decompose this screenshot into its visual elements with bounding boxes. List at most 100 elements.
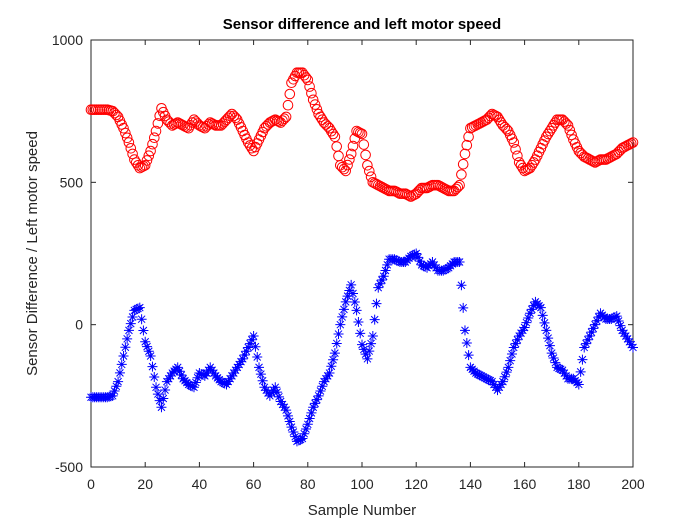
data-point-circle <box>313 108 324 120</box>
data-point-circle <box>459 148 471 160</box>
data-point-circle-sub <box>364 165 375 177</box>
data-point-asterisk <box>264 390 275 401</box>
data-point-circle-sub <box>111 109 122 121</box>
data-point-asterisk-sub <box>555 364 566 375</box>
data-point-asterisk-sub <box>127 312 138 323</box>
data-point-asterisk <box>519 322 530 333</box>
data-point-circle-sub <box>244 140 256 151</box>
data-point-circle-sub <box>336 161 348 173</box>
data-point-circle-sub <box>403 190 415 201</box>
y-tick-label: 1000 <box>52 32 83 48</box>
data-point-asterisk <box>357 339 367 350</box>
data-point-asterisk-sub <box>499 371 510 382</box>
data-point-asterisk-sub <box>255 369 266 380</box>
data-point-asterisk <box>297 433 308 444</box>
data-point-circle <box>150 125 162 137</box>
data-point-circle <box>129 154 140 165</box>
data-point-circle <box>410 188 422 199</box>
data-point-asterisk-sub <box>456 280 467 291</box>
data-point-asterisk <box>226 370 237 381</box>
data-point-asterisk-sub <box>420 261 431 272</box>
data-point-asterisk <box>151 382 162 393</box>
data-point-asterisk <box>454 257 465 268</box>
data-point-asterisk <box>389 254 400 265</box>
data-point-circle-sub <box>185 120 196 131</box>
data-point-asterisk <box>438 265 449 276</box>
data-point-circle <box>541 131 552 143</box>
data-point-circle <box>448 185 460 197</box>
data-point-asterisk <box>617 325 628 336</box>
data-point-circle <box>199 122 211 134</box>
x-tick-label: 100 <box>350 476 374 492</box>
data-point-circle-sub <box>559 116 570 127</box>
data-point-asterisk <box>535 302 546 313</box>
data-point-asterisk <box>194 368 205 379</box>
data-point-circle-sub <box>268 115 279 126</box>
data-point-asterisk-sub <box>391 255 402 266</box>
data-point-asterisk-sub <box>192 372 203 383</box>
data-point-circle <box>340 165 352 177</box>
data-point-asterisk-sub <box>174 366 185 377</box>
data-point-circle-sub <box>125 143 137 154</box>
data-point-circle-sub <box>338 163 350 175</box>
data-point-asterisk-sub <box>328 354 339 365</box>
data-point-circle <box>611 148 623 160</box>
data-point-asterisk <box>487 376 498 387</box>
data-point-asterisk-sub <box>185 380 196 391</box>
data-point-asterisk-sub <box>429 259 440 270</box>
data-point-asterisk-sub <box>407 250 418 261</box>
data-point-asterisk-sub <box>537 310 548 321</box>
data-point-asterisk-sub <box>474 369 485 380</box>
data-point-circle <box>627 137 639 148</box>
data-point-asterisk-sub <box>301 423 312 434</box>
data-point-circle <box>226 108 238 120</box>
data-point-asterisk <box>199 370 210 381</box>
data-point-asterisk-sub <box>273 391 284 402</box>
data-point-asterisk-sub <box>496 379 507 390</box>
data-point-asterisk-sub <box>245 338 256 349</box>
data-point-asterisk-sub <box>559 368 570 379</box>
data-point-circle-sub <box>512 150 523 162</box>
data-point-asterisk-sub <box>369 314 380 325</box>
data-point-circle <box>188 114 200 125</box>
data-point-asterisk <box>611 311 622 322</box>
data-point-asterisk <box>628 342 638 353</box>
data-point-asterisk-sub <box>440 264 451 275</box>
data-point-asterisk-sub <box>355 328 366 339</box>
data-point-circle <box>345 148 357 160</box>
data-point-asterisk-sub <box>526 304 537 315</box>
data-point-asterisk-sub <box>353 317 364 328</box>
data-point-asterisk-sub <box>338 304 349 315</box>
data-point-circle <box>145 145 156 157</box>
data-point-circle-sub <box>452 181 464 193</box>
data-point-asterisk <box>470 368 481 379</box>
data-point-asterisk <box>459 325 470 336</box>
data-point-circle-sub <box>300 72 312 83</box>
data-point-asterisk-sub <box>208 368 219 379</box>
data-point-asterisk-sub <box>266 387 277 398</box>
data-point-asterisk-sub <box>550 357 561 368</box>
data-point-asterisk-sub <box>272 387 283 398</box>
data-point-asterisk-sub <box>364 346 375 357</box>
data-point-circle-sub <box>149 132 160 143</box>
data-point-asterisk-sub <box>225 373 236 384</box>
data-point-asterisk-sub <box>517 325 528 336</box>
data-point-asterisk-sub <box>143 346 154 357</box>
data-point-asterisk <box>622 333 633 344</box>
data-point-asterisk <box>259 382 270 393</box>
data-point-asterisk <box>362 353 373 364</box>
data-point-circle-sub <box>360 149 371 161</box>
data-point-circle-sub <box>152 118 164 129</box>
data-point-asterisk <box>140 336 151 347</box>
data-point-circle-sub <box>499 122 511 133</box>
data-point-asterisk-sub <box>615 320 626 331</box>
x-tick-label: 60 <box>246 476 262 492</box>
data-point-circle-sub <box>544 125 556 137</box>
data-point-asterisk-sub <box>131 304 142 315</box>
data-point-asterisk <box>308 402 319 413</box>
data-point-asterisk-sub <box>125 318 136 329</box>
data-point-asterisk <box>427 257 438 268</box>
data-point-asterisk-sub <box>463 350 474 361</box>
data-point-circle-sub <box>548 120 559 131</box>
data-point-asterisk-sub <box>331 338 342 349</box>
